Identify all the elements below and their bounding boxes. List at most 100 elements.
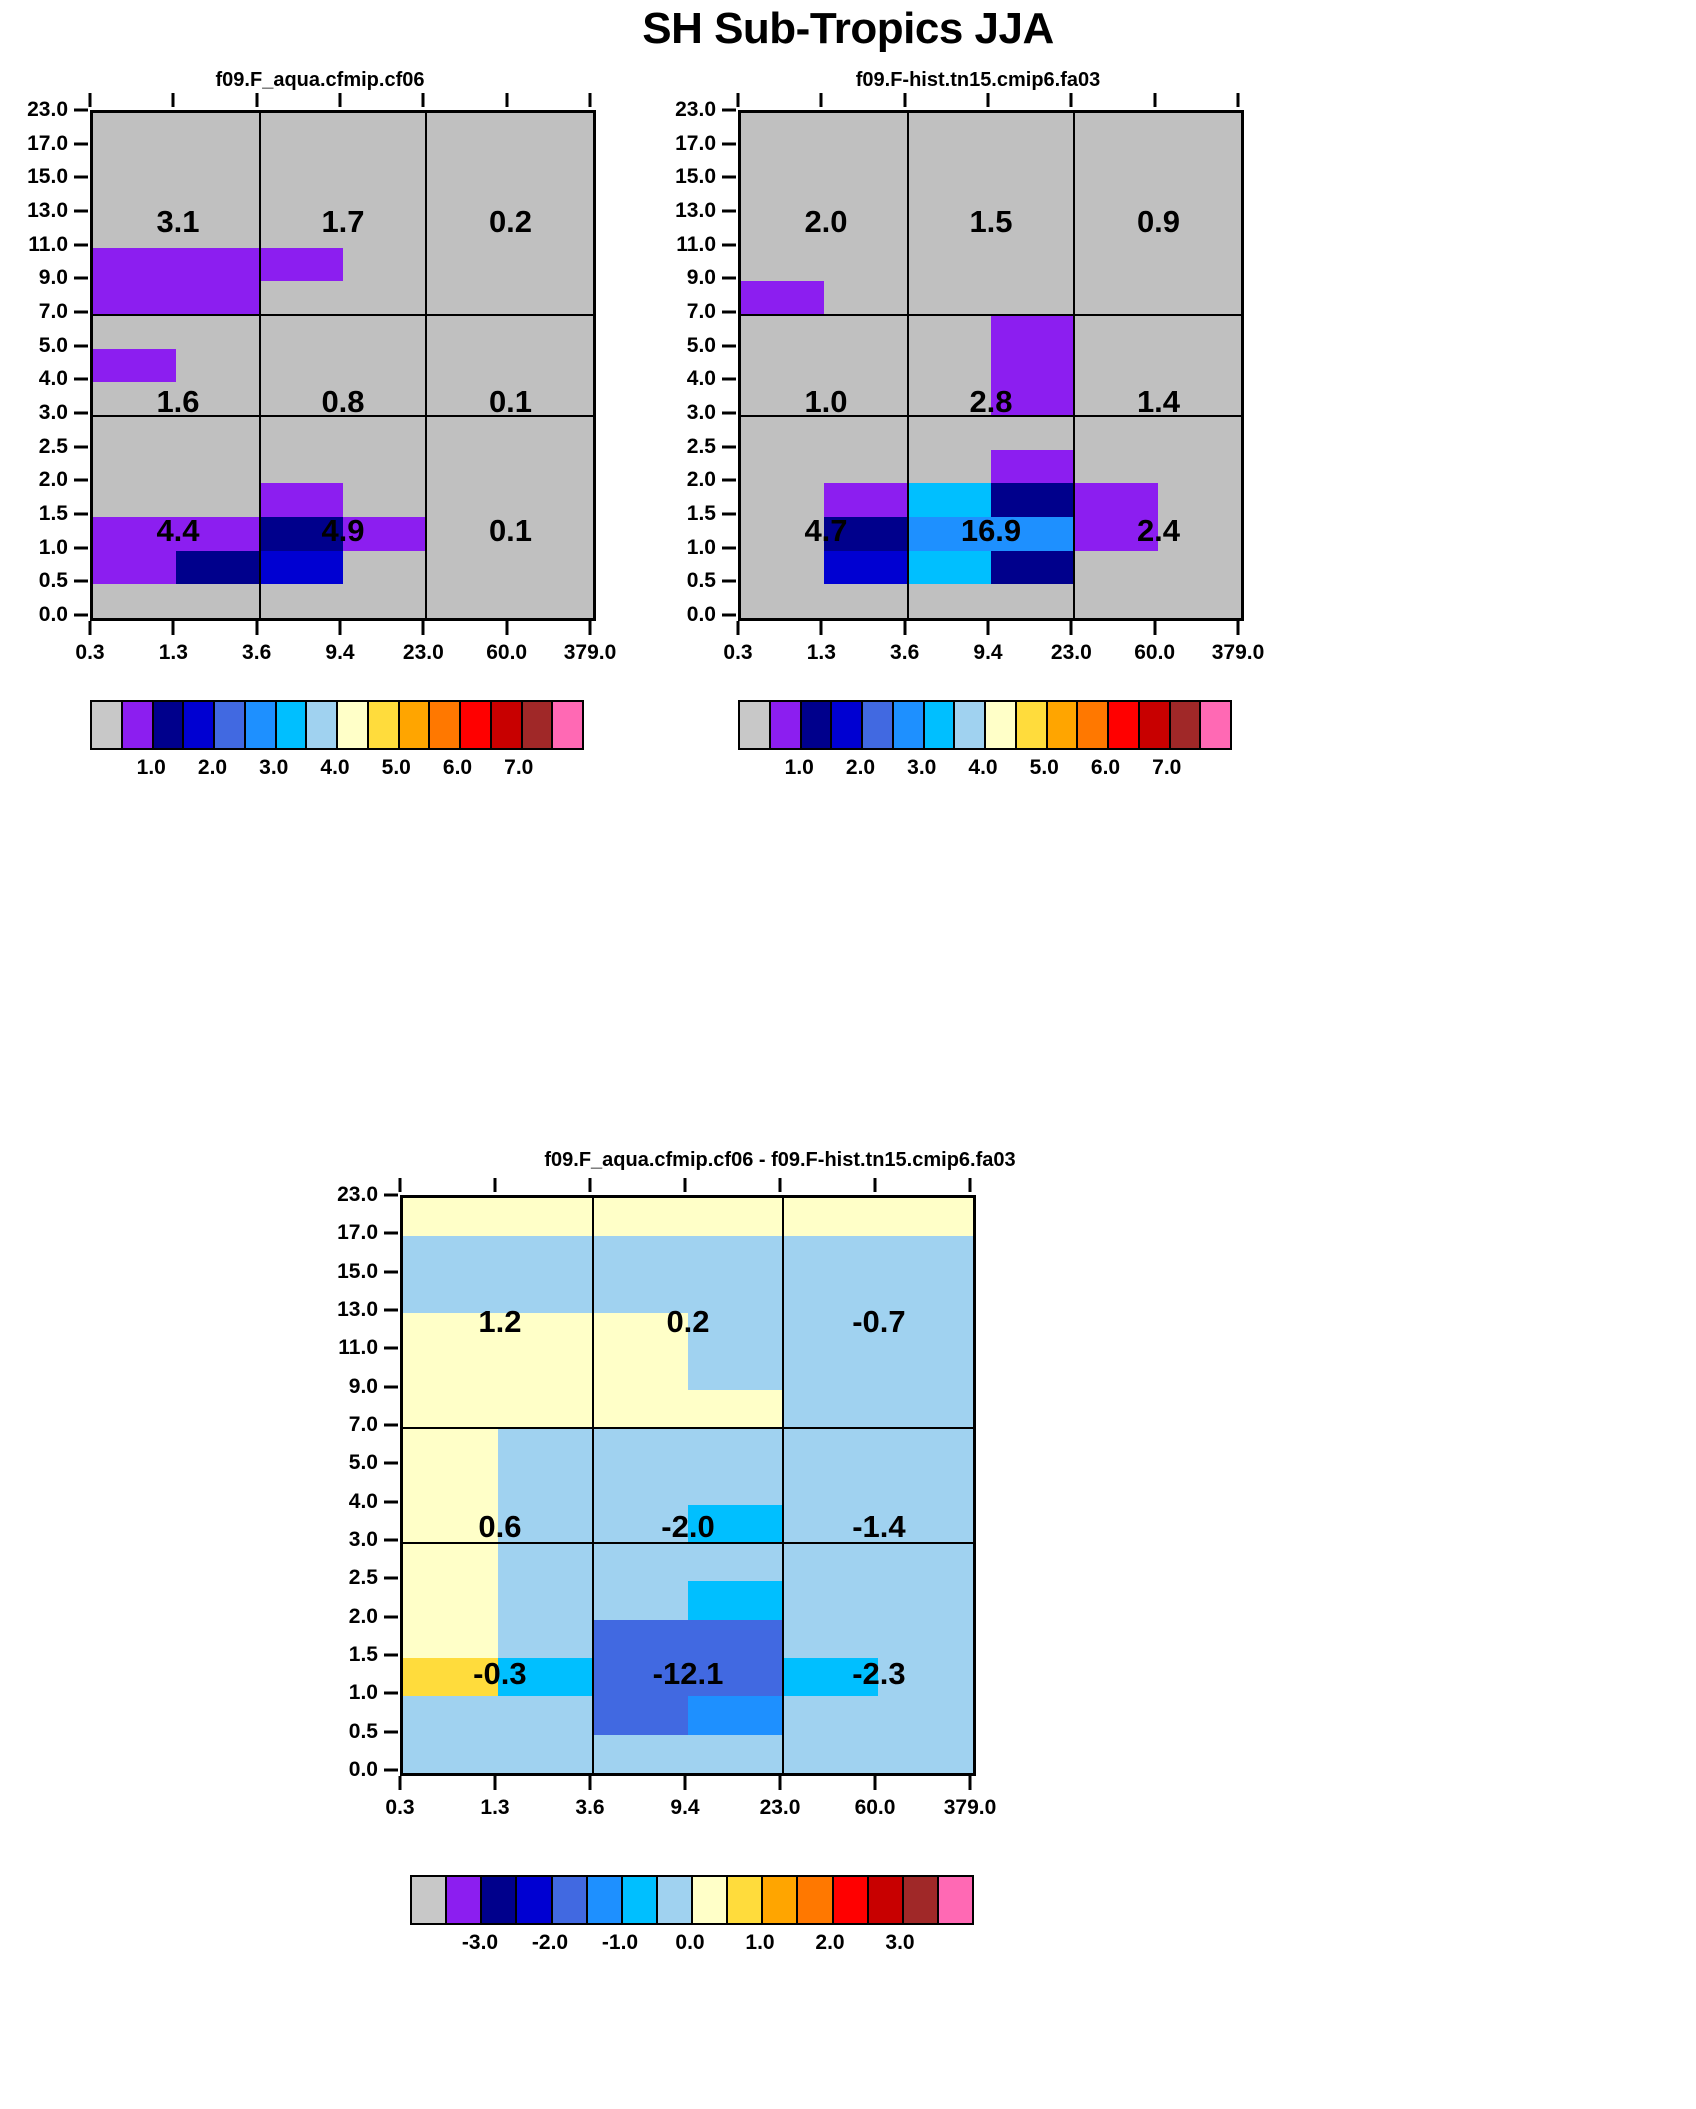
heatmap-cell	[991, 315, 1075, 416]
colorbar-swatch	[184, 702, 215, 748]
y-axis-tick-mark	[384, 1385, 398, 1389]
region-value-label: 1.5	[969, 203, 1013, 239]
heatmap-cell	[907, 517, 991, 551]
y-axis-tick-label: 13.0	[337, 1298, 378, 1321]
x-axis-tick-mark-top	[505, 93, 509, 107]
region-divider-horizontal	[93, 415, 593, 417]
y-axis-tick-mark	[384, 1346, 398, 1350]
y-axis-tick-label: 0.0	[38, 603, 68, 626]
heatmap-cell	[259, 247, 343, 282]
y-axis-tick-label: 1.0	[686, 535, 716, 559]
y-axis-tick-label: 3.0	[38, 401, 68, 424]
colorbar-tick-label: 7.0	[1152, 756, 1182, 779]
y-axis-tick-label: 2.0	[348, 1604, 378, 1628]
y-axis-tick-label: 15.0	[337, 1259, 378, 1283]
panel-hist-title: f09.F-hist.tn15.cmip6.fa03	[855, 69, 1101, 91]
region-value-label: 0.1	[488, 383, 533, 419]
heatmap-cell	[907, 483, 991, 517]
y-axis-tick-mark	[722, 276, 736, 280]
region-divider-vertical	[1073, 113, 1076, 618]
p3-colorbar	[410, 1875, 974, 1925]
x-axis-tick-mark	[819, 621, 823, 635]
y-axis-tick-mark	[74, 613, 88, 617]
x-axis-tick-mark-top	[903, 93, 907, 107]
x-axis-tick-mark-top	[88, 93, 92, 107]
figure-title: SH Sub-Tropics JJA	[642, 4, 1054, 53]
heatmap-cell	[991, 483, 1075, 517]
y-axis-tick-mark	[74, 344, 88, 348]
x-axis-tick-mark-top	[873, 1178, 877, 1192]
x-axis-tick-mark	[421, 621, 425, 635]
y-axis-tick-mark	[74, 512, 88, 516]
y-axis-tick-mark	[74, 310, 88, 314]
heatmap-cell	[498, 1581, 593, 1658]
region-value-label: -2.0	[661, 1508, 715, 1544]
panel-diff-title: f09.F_aqua.cfmip.cf06 - f09.F-hist.tn15.…	[544, 1149, 1016, 1171]
heatmap-cell	[259, 517, 343, 551]
y-axis-tick-label: 1.5	[38, 502, 68, 525]
x-axis-tick-mark	[1153, 621, 1157, 635]
colorbar-tick-label: 3.0	[259, 756, 289, 779]
region-value-label: 0.8	[321, 383, 365, 419]
region-value-label: 0.1	[488, 512, 533, 548]
heatmap-cell	[403, 1543, 498, 1582]
colorbar-tick-label: 1.0	[784, 756, 814, 779]
y-axis-tick-label: 23.0	[337, 1183, 378, 1206]
x-axis-tick-mark	[1236, 621, 1240, 635]
heatmap-cell-grid: 3.1 1.7 0.2 1.6 0.8 0.1 4.4 4.9 0.1	[93, 113, 593, 618]
colorbar-swatch	[868, 1877, 904, 1923]
y-axis-tick-label: 7.0	[348, 1413, 378, 1436]
y-axis-tick-mark	[74, 546, 88, 550]
x-axis-tick-mark-top	[398, 1178, 402, 1192]
x-axis-tick-label: 23.0	[402, 641, 444, 664]
heatmap-cell	[403, 1581, 498, 1658]
y-axis-tick-mark	[74, 209, 88, 213]
colorbar-swatch	[491, 702, 523, 748]
x-axis-tick-mark	[493, 1776, 497, 1790]
x-axis-tick-label: 9.4	[325, 641, 355, 664]
y-axis-tick-mark	[384, 1538, 398, 1542]
y-axis-tick-mark	[74, 108, 88, 112]
y-axis-tick-label: 1.0	[38, 535, 68, 559]
y-axis-tick-label: 11.0	[676, 232, 716, 256]
region-divider-vertical	[258, 113, 261, 618]
colorbar-swatch	[399, 702, 431, 748]
colorbar-swatch	[1139, 702, 1171, 748]
colorbar-swatch	[447, 1877, 483, 1923]
region-value-label: 4.7	[804, 512, 848, 548]
y-axis-tick-label: 17.0	[675, 131, 716, 155]
x-axis-tick-mark-top	[171, 93, 175, 107]
y-axis-tick-label: 23.0	[27, 98, 68, 121]
region-value-label: 0.2	[666, 1303, 710, 1339]
x-axis-tick-mark	[398, 1776, 402, 1790]
region-value-label: 1.0	[804, 383, 848, 419]
colorbar-swatch	[412, 1877, 448, 1923]
heatmap-cell	[498, 1658, 593, 1697]
x-axis-tick-label: 60.0	[486, 641, 528, 664]
region-value-label: 16.9	[960, 512, 1022, 548]
y-axis-tick-label: 0.5	[348, 1719, 378, 1743]
colorbar-tick-label: 0.0	[675, 1931, 705, 1954]
y-axis-tick-mark	[74, 411, 88, 415]
x-axis-tick-mark	[338, 621, 342, 635]
colorbar-swatch	[763, 1877, 799, 1923]
colorbar-swatch	[832, 702, 863, 748]
y-axis-tick-mark	[384, 1500, 398, 1504]
x-axis-tick-mark-top	[778, 1178, 782, 1192]
y-axis-tick-mark	[722, 512, 736, 516]
y-axis-tick-label: 0.0	[348, 1758, 378, 1781]
y-axis-tick-label: 23.0	[675, 98, 716, 121]
heatmap-cell	[688, 1236, 973, 1390]
region-divider-vertical	[906, 113, 909, 618]
heatmap-cell	[403, 1236, 593, 1313]
x-axis-tick-label: 379.0	[563, 641, 617, 664]
region-value-label: -2.3	[852, 1655, 906, 1691]
region-divider-vertical	[592, 1198, 594, 1773]
colorbar-tick-label: -2.0	[531, 1931, 569, 1954]
x-axis-tick-mark	[968, 1776, 972, 1790]
x-axis-tick-mark-top	[1153, 93, 1157, 107]
x-axis-tick-label: 1.3	[806, 641, 836, 664]
region-value-label: -0.3	[473, 1655, 527, 1691]
x-axis-tick-label: 1.3	[480, 1796, 510, 1819]
y-axis-tick-mark	[384, 1615, 398, 1619]
